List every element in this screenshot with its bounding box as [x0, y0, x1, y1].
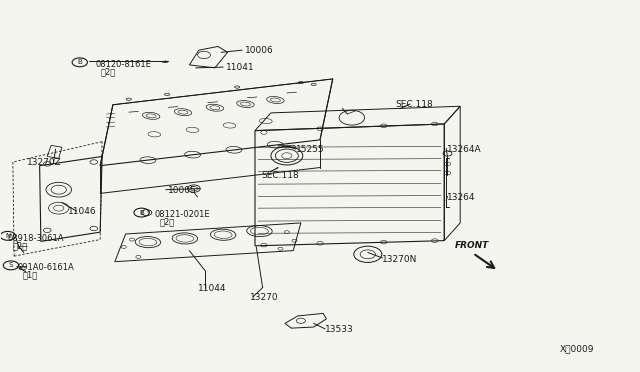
Text: 10005: 10005 — [168, 186, 197, 195]
Text: 091A0-6161A: 091A0-6161A — [17, 263, 74, 272]
Text: （2）: （2） — [100, 67, 115, 76]
Text: 08918-3061A: 08918-3061A — [8, 234, 64, 243]
Text: 11041: 11041 — [226, 63, 254, 72]
Text: FRONT: FRONT — [455, 241, 490, 250]
Text: （2）: （2） — [159, 218, 175, 227]
Text: 10006: 10006 — [245, 46, 273, 55]
Text: SEC.118: SEC.118 — [261, 171, 299, 180]
Text: S: S — [9, 262, 13, 268]
Text: SEC.118: SEC.118 — [395, 100, 433, 109]
Text: （1）: （1） — [22, 271, 38, 280]
Text: B: B — [77, 59, 82, 65]
Text: 08121-0201E: 08121-0201E — [154, 210, 210, 219]
Text: 15255: 15255 — [296, 145, 324, 154]
Text: 11046: 11046 — [68, 207, 97, 217]
Text: B: B — [140, 209, 144, 216]
Text: N: N — [5, 233, 10, 239]
Text: 08120-8161E: 08120-8161E — [96, 60, 152, 69]
Text: 13264: 13264 — [447, 193, 476, 202]
Text: 13270: 13270 — [250, 293, 278, 302]
Text: 13533: 13533 — [325, 326, 354, 334]
Text: （2）: （2） — [12, 241, 28, 250]
Text: 13270Z: 13270Z — [27, 157, 61, 167]
Text: 13270N: 13270N — [383, 254, 418, 264]
Text: 11044: 11044 — [198, 284, 226, 293]
Text: X：0009: X：0009 — [559, 345, 594, 354]
Text: 13264A: 13264A — [447, 145, 482, 154]
